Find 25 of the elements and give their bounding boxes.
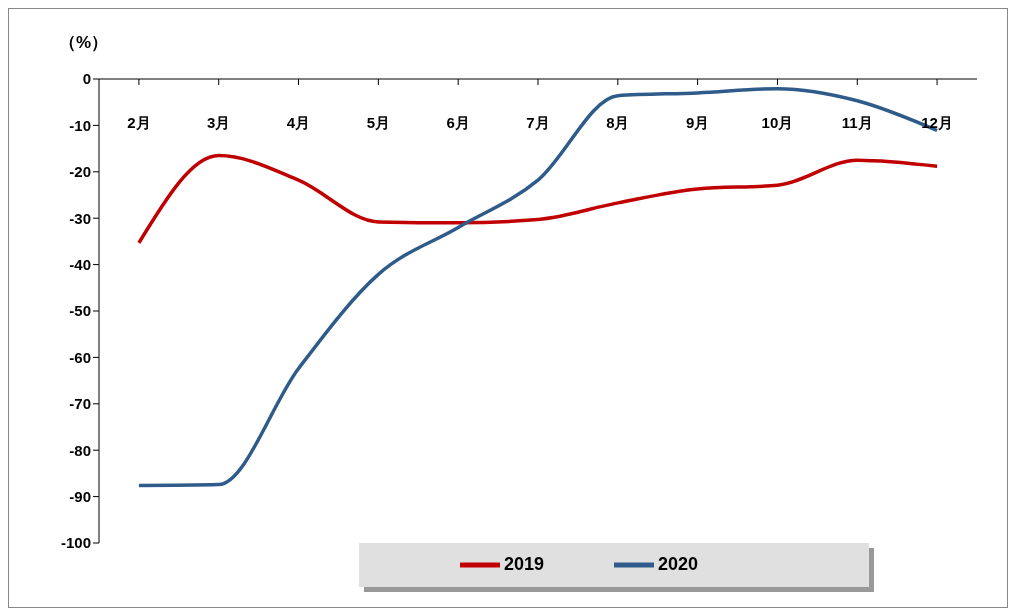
x-tick-label: 5月	[366, 113, 391, 131]
x-tick-label: 11月	[841, 113, 873, 131]
legend-label: 2020	[658, 553, 699, 574]
y-tick-label: 0	[82, 70, 91, 88]
line-series	[137, 153, 939, 245]
x-tick-label: 7月	[526, 113, 550, 131]
y-tick-label: -50	[69, 302, 91, 320]
y-tick-label: -70	[69, 395, 91, 413]
y-tick-label: -80	[69, 441, 91, 459]
x-tick-label: 4月	[286, 113, 311, 131]
y-tick-label: -20	[69, 163, 91, 181]
y-tick-label: -30	[69, 209, 91, 227]
y-tick-label: -40	[69, 255, 91, 273]
x-tick-label: 3月	[207, 113, 231, 131]
y-axis-title: （%）	[59, 32, 109, 54]
x-tick-label: 9月	[685, 113, 710, 131]
y-tick-label: -60	[69, 348, 91, 366]
y-tick-label: -10	[69, 116, 91, 134]
x-tick-label: 2月	[127, 113, 151, 131]
x-tick-label: 10月	[761, 113, 794, 131]
x-tick-label: 8月	[606, 113, 630, 131]
y-tick-label: -90	[69, 487, 91, 505]
x-tick-label: 6月	[446, 113, 470, 131]
legend-label: 2019	[503, 553, 544, 574]
y-tick-label: -100	[60, 534, 91, 552]
